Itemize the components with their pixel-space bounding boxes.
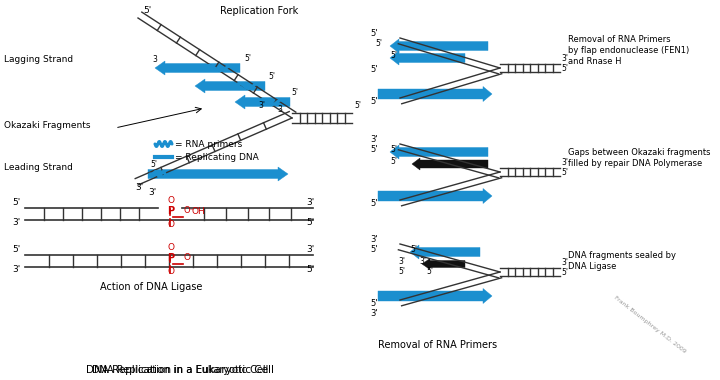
Polygon shape: [422, 258, 465, 269]
Polygon shape: [195, 79, 265, 93]
Text: 5': 5': [561, 268, 568, 277]
Text: 5': 5': [12, 245, 20, 254]
Text: 5': 5': [268, 72, 275, 81]
Text: Removal of RNA Primers: Removal of RNA Primers: [379, 340, 498, 350]
Polygon shape: [378, 188, 492, 204]
Text: 3: 3: [277, 105, 282, 114]
Text: 5': 5': [12, 198, 20, 207]
Polygon shape: [235, 95, 290, 109]
Text: P: P: [167, 253, 174, 263]
Polygon shape: [390, 39, 488, 53]
Text: filled by repair DNA Polymerase: filled by repair DNA Polymerase: [568, 159, 702, 168]
Text: = Replicating DNA: = Replicating DNA: [175, 153, 258, 162]
Text: 5': 5': [561, 64, 568, 73]
Text: OH: OH: [192, 207, 206, 216]
Text: 3': 3': [561, 158, 568, 167]
Text: 3': 3': [148, 188, 156, 197]
Text: 3': 3': [370, 235, 377, 244]
Text: O: O: [167, 196, 174, 205]
Text: 3': 3': [12, 265, 20, 274]
Polygon shape: [378, 288, 492, 304]
Text: 3': 3': [12, 218, 20, 227]
Text: 3': 3': [398, 257, 405, 266]
Text: 5': 5': [390, 51, 397, 60]
Text: 5': 5': [244, 54, 251, 63]
Text: Lagging Strand: Lagging Strand: [4, 55, 73, 64]
Text: 3: 3: [152, 55, 157, 64]
Text: O: O: [167, 243, 174, 252]
Polygon shape: [155, 61, 240, 75]
Text: 5': 5': [291, 88, 298, 97]
Text: 3': 3': [561, 54, 568, 63]
Polygon shape: [378, 87, 492, 101]
Text: DNA Replication in a Eukaryotic Cell: DNA Replication in a Eukaryotic Cell: [86, 365, 274, 375]
Text: Okazaki Fragments: Okazaki Fragments: [4, 121, 91, 130]
Text: 3': 3': [135, 183, 143, 192]
Text: DNA Replication in a Eukaryotic Cell: DNA Replication in a Eukaryotic Cell: [92, 365, 268, 375]
Text: 5': 5': [390, 157, 397, 166]
Text: P: P: [167, 206, 174, 216]
Text: 3': 3': [370, 135, 377, 144]
Text: Frank Boumphrey M.D. 2009: Frank Boumphrey M.D. 2009: [613, 295, 687, 355]
Text: 5': 5': [370, 145, 377, 154]
Text: O: O: [167, 220, 174, 229]
Polygon shape: [410, 245, 480, 259]
Text: Removal of RNA Primers: Removal of RNA Primers: [568, 35, 670, 44]
Text: Replication Fork: Replication Fork: [220, 6, 298, 16]
Text: 5': 5': [370, 97, 377, 106]
Text: Action of DNA Ligase: Action of DNA Ligase: [100, 282, 202, 292]
Text: Leading Strand: Leading Strand: [4, 163, 73, 172]
Text: 5': 5': [370, 299, 377, 308]
Text: 3': 3': [258, 101, 265, 110]
Text: O⁻: O⁻: [183, 206, 194, 215]
Polygon shape: [412, 158, 488, 170]
Polygon shape: [148, 167, 288, 181]
Text: 5': 5': [398, 267, 405, 276]
Text: 3': 3': [306, 245, 314, 254]
Text: 5': 5': [426, 267, 433, 276]
Text: 5': 5': [370, 65, 377, 74]
Text: 5': 5': [390, 145, 397, 154]
Polygon shape: [390, 145, 488, 159]
Text: 3': 3': [370, 309, 377, 318]
Text: 3': 3': [306, 198, 314, 207]
Text: = RNA primers: = RNA primers: [175, 140, 242, 149]
Text: and Rnase H: and Rnase H: [568, 57, 621, 66]
Text: O: O: [183, 253, 190, 262]
Text: 5': 5': [306, 265, 314, 274]
Text: 5': 5': [143, 6, 151, 15]
Text: 5': 5': [354, 101, 361, 110]
Text: 5': 5': [561, 168, 568, 177]
Text: 5': 5': [370, 245, 377, 254]
Text: 5': 5': [410, 245, 417, 254]
Text: 3': 3': [561, 258, 568, 267]
Text: O: O: [167, 267, 174, 276]
Text: Gaps between Okazaki fragments: Gaps between Okazaki fragments: [568, 148, 711, 157]
Text: 5': 5': [370, 29, 377, 38]
Text: DNA Ligase: DNA Ligase: [568, 262, 616, 271]
Polygon shape: [390, 51, 465, 65]
Text: DNA fragments sealed by: DNA fragments sealed by: [568, 251, 676, 260]
Text: 3': 3': [419, 257, 426, 266]
Text: 5': 5': [150, 160, 157, 169]
Text: 5': 5': [306, 218, 314, 227]
Text: 5': 5': [375, 39, 382, 48]
Text: 5': 5': [370, 199, 377, 208]
Text: by flap endonuclease (FEN1): by flap endonuclease (FEN1): [568, 46, 689, 55]
